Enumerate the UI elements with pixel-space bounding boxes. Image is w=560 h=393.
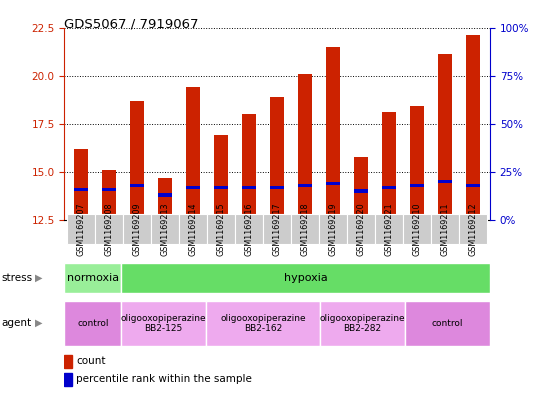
Text: GSM1169208: GSM1169208: [105, 202, 114, 256]
Bar: [466, 184, 480, 187]
Text: ▶: ▶: [35, 318, 43, 328]
Bar: [130, 101, 144, 220]
Bar: [438, 55, 452, 220]
Bar: [74, 187, 88, 191]
Text: GSM1169211: GSM1169211: [441, 202, 450, 256]
Bar: [64, 263, 121, 293]
Bar: [354, 156, 368, 220]
Bar: [64, 373, 72, 386]
Bar: [270, 185, 284, 189]
Bar: [158, 178, 172, 220]
Text: GSM1169220: GSM1169220: [357, 202, 366, 256]
Bar: [214, 135, 228, 220]
Text: percentile rank within the sample: percentile rank within the sample: [76, 374, 252, 384]
Bar: [270, 97, 284, 220]
Bar: [95, 214, 123, 244]
Bar: [207, 214, 235, 244]
Bar: [410, 107, 424, 220]
Bar: [242, 114, 256, 220]
Bar: [326, 47, 340, 220]
Text: GSM1169214: GSM1169214: [189, 202, 198, 256]
Bar: [263, 214, 291, 244]
Bar: [403, 214, 431, 244]
Bar: [74, 149, 88, 220]
Text: GSM1169215: GSM1169215: [217, 202, 226, 256]
Bar: [431, 214, 459, 244]
Text: stress: stress: [2, 273, 33, 283]
Text: GDS5067 / 7919067: GDS5067 / 7919067: [64, 18, 199, 31]
Bar: [206, 301, 320, 346]
Text: GSM1169207: GSM1169207: [77, 202, 86, 256]
Bar: [67, 214, 95, 244]
Text: agent: agent: [2, 318, 32, 328]
Text: GSM1169217: GSM1169217: [273, 202, 282, 256]
Bar: [291, 214, 319, 244]
Bar: [64, 355, 72, 368]
Bar: [326, 182, 340, 185]
Bar: [235, 214, 263, 244]
Text: GSM1169216: GSM1169216: [245, 202, 254, 256]
Text: oligooxopiperazine
BB2-125: oligooxopiperazine BB2-125: [121, 314, 207, 333]
Bar: [242, 185, 256, 189]
Text: control: control: [432, 319, 463, 328]
Text: GSM1169212: GSM1169212: [469, 202, 478, 256]
Bar: [64, 301, 121, 346]
Text: GSM1169210: GSM1169210: [413, 202, 422, 256]
Text: hypoxia: hypoxia: [284, 273, 328, 283]
Bar: [459, 214, 487, 244]
Bar: [382, 112, 396, 220]
Bar: [375, 214, 403, 244]
Text: GSM1169209: GSM1169209: [133, 202, 142, 256]
Text: GSM1169219: GSM1169219: [329, 202, 338, 256]
Text: ▶: ▶: [35, 273, 43, 283]
Bar: [405, 301, 490, 346]
Bar: [382, 185, 396, 189]
Bar: [151, 214, 179, 244]
Bar: [347, 214, 375, 244]
Bar: [179, 214, 207, 244]
Bar: [186, 185, 200, 189]
Bar: [130, 184, 144, 187]
Bar: [298, 184, 312, 187]
Bar: [354, 189, 368, 193]
Text: normoxia: normoxia: [67, 273, 119, 283]
Bar: [214, 185, 228, 189]
Bar: [121, 301, 206, 346]
Text: oligooxopiperazine
BB2-162: oligooxopiperazine BB2-162: [220, 314, 306, 333]
Bar: [121, 263, 490, 293]
Bar: [102, 170, 116, 220]
Text: GSM1169218: GSM1169218: [301, 202, 310, 256]
Text: oligooxopiperazine
BB2-282: oligooxopiperazine BB2-282: [320, 314, 405, 333]
Bar: [466, 35, 480, 220]
Bar: [319, 214, 347, 244]
Bar: [123, 214, 151, 244]
Bar: [410, 184, 424, 187]
Bar: [320, 301, 405, 346]
Text: GSM1169213: GSM1169213: [161, 202, 170, 256]
Bar: [158, 193, 172, 197]
Bar: [438, 180, 452, 183]
Text: GSM1169221: GSM1169221: [385, 202, 394, 256]
Bar: [298, 74, 312, 220]
Text: count: count: [76, 356, 106, 367]
Bar: [186, 87, 200, 220]
Text: control: control: [77, 319, 109, 328]
Bar: [102, 187, 116, 191]
